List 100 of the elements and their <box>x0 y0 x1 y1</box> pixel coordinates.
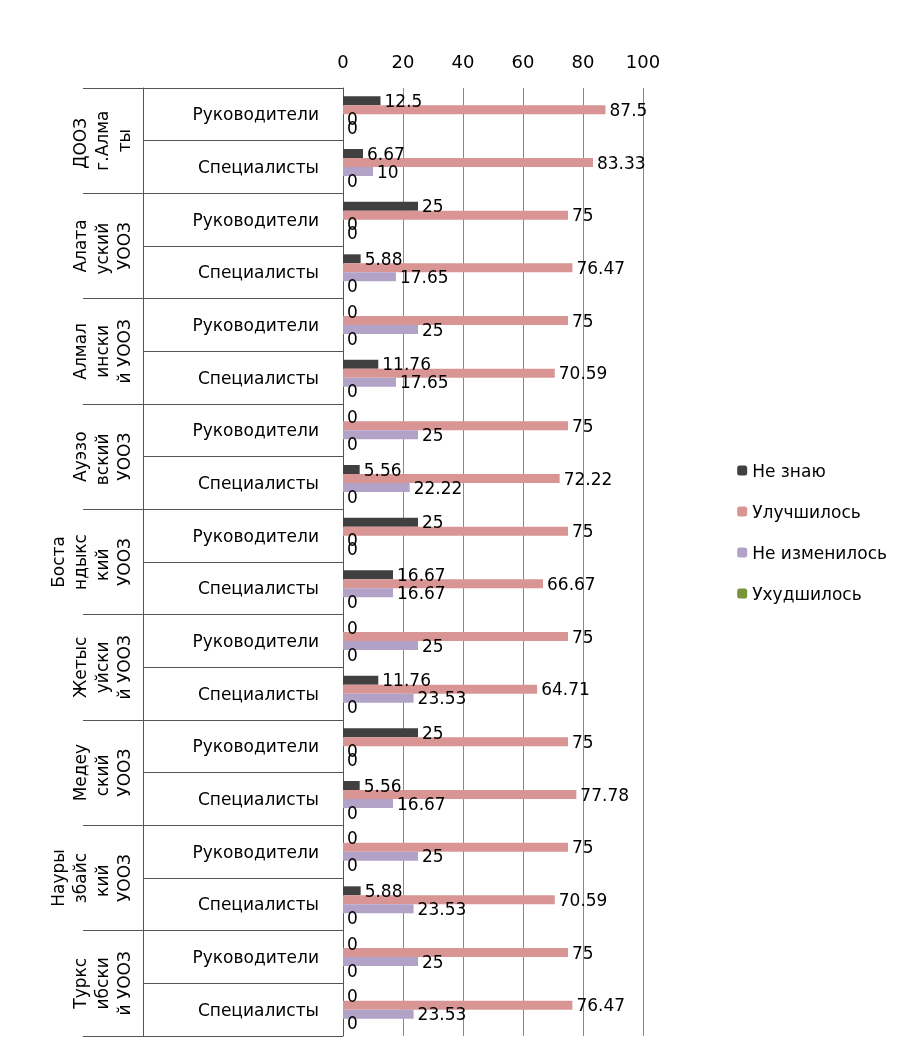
data-label: 0 <box>347 802 358 823</box>
data-label: 25 <box>422 635 444 656</box>
data-label: 76.47 <box>576 257 626 278</box>
y-tick-label: Специалисты <box>197 473 319 493</box>
x-tick-label: 0 <box>337 50 349 72</box>
text: ДООЗ г.Алматы <box>70 110 134 171</box>
bar <box>343 465 360 474</box>
data-label: 75 <box>572 310 594 331</box>
data-label: 72.22 <box>563 468 613 489</box>
data-label: 0 <box>347 644 358 665</box>
bar <box>343 201 418 211</box>
data-label: 25 <box>422 951 444 972</box>
y-tick-label: Специалисты <box>197 894 319 915</box>
data-label: 10 <box>377 161 399 182</box>
data-label: 5.88 <box>364 248 403 269</box>
data-label: 0 <box>347 275 358 296</box>
y-tick-label: Руководители <box>192 104 319 125</box>
x-tick-label: 100 <box>625 50 661 72</box>
data-label: 66.67 <box>547 573 596 594</box>
data-label: 0 <box>347 301 358 322</box>
bar <box>343 483 410 492</box>
data-label: 75 <box>572 942 594 963</box>
data-label: 11.76 <box>382 670 431 691</box>
bar <box>343 254 361 264</box>
data-label: 0 <box>347 328 358 349</box>
data-label: 16.67 <box>397 793 446 814</box>
data-label: 25 <box>422 722 444 743</box>
y-tick-label: Руководители <box>192 420 319 441</box>
data-label: 25 <box>422 319 444 340</box>
data-label: 0 <box>347 960 358 981</box>
data-label: 0 <box>347 907 358 928</box>
data-label: 25 <box>422 424 444 445</box>
data-label: 5.88 <box>364 880 403 901</box>
data-label: 6.67 <box>367 143 405 164</box>
bar <box>343 675 379 685</box>
y-tick-label: Руководители <box>192 631 319 651</box>
data-label: 25 <box>422 512 444 533</box>
legend-label: Улучшилось <box>752 501 861 522</box>
bar <box>343 570 394 580</box>
bar <box>343 474 560 483</box>
data-label: 11.76 <box>382 354 431 375</box>
y-tick-label: Специалисты <box>197 157 319 177</box>
x-tick-label: 60 <box>511 50 535 72</box>
data-label: 17.65 <box>399 372 449 393</box>
bar <box>343 167 373 176</box>
y-tick-label: Руководители <box>192 947 319 967</box>
data-label: 25 <box>422 846 444 867</box>
y-tick-label: Специалисты <box>197 683 319 704</box>
bar <box>343 948 568 957</box>
y-tick-label: Специалисты <box>197 578 319 599</box>
data-label: 0 <box>347 433 358 454</box>
text: Наурызбайский УООЗ <box>48 849 134 907</box>
data-label: 70.59 <box>558 363 608 384</box>
y-tick-label: Специалисты <box>197 789 319 809</box>
data-label: 75 <box>572 837 594 858</box>
y-tick-label: Руководители <box>192 525 319 546</box>
text: Алатауский УООЗ <box>70 217 134 275</box>
bar <box>343 886 361 896</box>
bar <box>343 957 418 966</box>
data-label: 0 <box>347 406 358 427</box>
y-tick-label: Специалисты <box>197 262 319 283</box>
data-label: 23.53 <box>417 688 467 709</box>
x-tick-label: 40 <box>451 50 475 72</box>
bar <box>343 641 418 650</box>
data-label: 0 <box>347 170 358 191</box>
data-label: 0 <box>347 933 358 954</box>
text: Ауэзовский УООЗ <box>70 428 134 486</box>
data-label: 0 <box>347 381 358 402</box>
data-label: 5.56 <box>363 459 402 480</box>
bar <box>343 517 418 527</box>
data-label: 0 <box>347 486 358 507</box>
data-label: 75 <box>572 205 594 226</box>
y-tick-label: Руководители <box>192 841 319 862</box>
bar <box>343 96 381 106</box>
y-tick-label: Руководители <box>192 209 319 230</box>
data-label: 23.53 <box>417 898 467 919</box>
bar <box>343 325 418 334</box>
data-label: 87.5 <box>609 99 648 120</box>
data-label: 17.65 <box>399 266 449 287</box>
data-label: 0 <box>347 855 358 876</box>
text: Алмалинский УООЗ <box>70 319 134 384</box>
data-label: 75 <box>572 626 594 647</box>
data-label: 70.59 <box>558 889 608 910</box>
bar <box>343 158 593 167</box>
data-label: 83.33 <box>596 152 646 173</box>
y-tick-label: Специалисты <box>197 367 319 388</box>
data-label: 76.47 <box>576 995 626 1016</box>
data-label: 75 <box>572 521 594 542</box>
data-label: 77.78 <box>580 784 630 805</box>
bar <box>343 359 379 369</box>
text: Турксибский УООЗ <box>70 951 134 1016</box>
data-label: 0 <box>347 986 358 1007</box>
data-label: 0 <box>347 617 358 638</box>
data-label: 5.56 <box>363 775 402 796</box>
legend-label: Ухудшилось <box>752 583 862 604</box>
legend-label: Не изменилось <box>752 542 888 563</box>
data-label: 75 <box>572 731 594 752</box>
bar <box>343 781 360 790</box>
data-label: 0 <box>347 591 358 612</box>
data-label: 23.53 <box>417 1004 467 1025</box>
